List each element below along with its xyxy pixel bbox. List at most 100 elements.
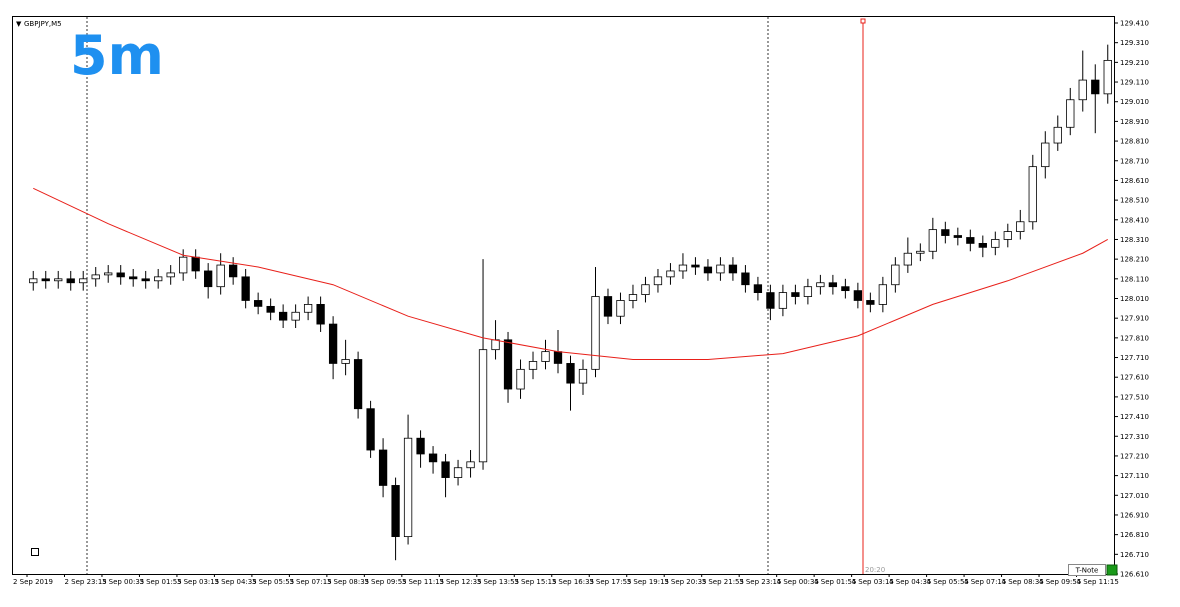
y-tick-label: 126.610 bbox=[1120, 571, 1149, 579]
candle-body bbox=[878, 284, 888, 305]
candle-body bbox=[378, 449, 388, 486]
x-tick-label: 2 Sep 2019 bbox=[13, 578, 53, 586]
candle-body bbox=[803, 286, 813, 297]
candle-body bbox=[303, 304, 313, 313]
candle-body bbox=[129, 276, 138, 280]
candle-body bbox=[91, 274, 100, 280]
candle-body bbox=[753, 284, 763, 293]
t-note-button[interactable] bbox=[1068, 564, 1106, 576]
y-tick-label: 128.210 bbox=[1120, 256, 1149, 264]
x-tick-label: 3 Sep 11:15 bbox=[402, 578, 444, 586]
candle-body bbox=[116, 272, 125, 278]
y-tick-label: 126.810 bbox=[1120, 531, 1149, 539]
y-tick-label: 128.510 bbox=[1120, 197, 1149, 205]
x-tick-label: 4 Sep 11:15 bbox=[1077, 578, 1119, 586]
candle-body bbox=[216, 264, 225, 288]
candle-body bbox=[1066, 99, 1075, 128]
candle-body bbox=[278, 311, 288, 321]
x-tick-label: 4 Sep 00:35 bbox=[777, 578, 819, 586]
x-tick-label: 3 Sep 20:35 bbox=[664, 578, 706, 586]
candle-body bbox=[966, 237, 975, 244]
candle-body bbox=[891, 264, 900, 286]
y-tick-label: 126.910 bbox=[1120, 511, 1149, 519]
x-tick-label: 3 Sep 13:55 bbox=[477, 578, 519, 586]
candle-body bbox=[1028, 166, 1037, 223]
y-tick-label: 127.810 bbox=[1120, 334, 1149, 342]
candle-body bbox=[478, 349, 488, 463]
x-tick-label: 3 Sep 19:15 bbox=[627, 578, 669, 586]
candle-body bbox=[266, 305, 275, 313]
x-tick-label: 3 Sep 23:15 bbox=[739, 578, 781, 586]
crosshair-label: 20:20 bbox=[865, 566, 885, 574]
candle-body bbox=[741, 272, 750, 286]
candle-body bbox=[466, 461, 475, 469]
candle-body bbox=[728, 264, 738, 274]
candle-body bbox=[566, 363, 575, 384]
candle-body bbox=[428, 453, 438, 463]
y-tick-label: 129.110 bbox=[1120, 79, 1149, 87]
x-tick-label: 3 Sep 05:55 bbox=[252, 578, 294, 586]
y-tick-label: 126.710 bbox=[1120, 551, 1149, 559]
candle-body bbox=[328, 323, 338, 364]
candle-body bbox=[703, 266, 713, 274]
candle-body bbox=[978, 242, 987, 248]
candle-body bbox=[1091, 79, 1100, 95]
x-tick-label: 3 Sep 04:35 bbox=[214, 578, 256, 586]
candle-body bbox=[179, 256, 188, 274]
candle-body bbox=[816, 282, 825, 288]
y-tick-label: 128.010 bbox=[1120, 295, 1149, 303]
y-tick-label: 127.110 bbox=[1120, 472, 1149, 480]
candle-body bbox=[553, 351, 563, 364]
candle-body bbox=[66, 278, 75, 284]
x-tick-label: 4 Sep 05:55 bbox=[927, 578, 969, 586]
candle-body bbox=[79, 278, 88, 284]
x-tick-label: 4 Sep 04:35 bbox=[889, 578, 931, 586]
y-tick-label: 128.610 bbox=[1120, 177, 1149, 185]
x-tick-label: 3 Sep 08:35 bbox=[327, 578, 369, 586]
y-tick-label: 129.210 bbox=[1120, 59, 1149, 67]
candle-body bbox=[229, 264, 238, 278]
candle-body bbox=[903, 252, 912, 266]
y-tick-label: 127.410 bbox=[1120, 413, 1149, 421]
candle-body bbox=[316, 304, 325, 325]
y-tick-label: 128.710 bbox=[1120, 157, 1149, 165]
y-tick-label: 129.310 bbox=[1120, 39, 1149, 47]
corner-square bbox=[31, 548, 39, 556]
candle-body bbox=[29, 278, 38, 284]
candle-body bbox=[691, 264, 700, 268]
x-tick-label: 4 Sep 08:35 bbox=[1002, 578, 1044, 586]
candle-body bbox=[253, 300, 263, 307]
candle-body bbox=[666, 270, 675, 278]
status-indicator bbox=[1106, 564, 1118, 576]
candle-body bbox=[941, 229, 950, 236]
y-tick-label: 128.310 bbox=[1120, 236, 1149, 244]
x-tick-label: 2 Sep 23:15 bbox=[64, 578, 106, 586]
y-tick-label: 127.210 bbox=[1120, 452, 1149, 460]
candle-body bbox=[516, 368, 525, 390]
moving-average bbox=[33, 187, 1108, 361]
x-tick-label: 3 Sep 15:15 bbox=[514, 578, 556, 586]
x-tick-label: 3 Sep 21:55 bbox=[702, 578, 744, 586]
candle-body bbox=[41, 278, 50, 282]
candle-body bbox=[241, 276, 250, 301]
candle-body bbox=[1103, 59, 1112, 95]
x-tick-label: 4 Sep 03:15 bbox=[852, 578, 894, 586]
candle-body bbox=[991, 239, 1000, 248]
candle-body bbox=[104, 272, 113, 276]
x-tick-label: 3 Sep 17:55 bbox=[589, 578, 631, 586]
candle-body bbox=[353, 359, 363, 410]
candle-body bbox=[191, 256, 200, 272]
y-tick-label: 127.910 bbox=[1120, 315, 1149, 323]
y-tick-label: 127.510 bbox=[1120, 393, 1149, 401]
candle-body bbox=[603, 296, 613, 317]
candle-body bbox=[441, 461, 450, 478]
candle-body bbox=[628, 294, 638, 301]
candle-body bbox=[653, 276, 663, 286]
x-tick-label: 3 Sep 01:55 bbox=[139, 578, 181, 586]
y-tick-label: 127.010 bbox=[1120, 492, 1149, 500]
y-tick-label: 127.710 bbox=[1120, 354, 1149, 362]
candle-body bbox=[1041, 142, 1050, 168]
